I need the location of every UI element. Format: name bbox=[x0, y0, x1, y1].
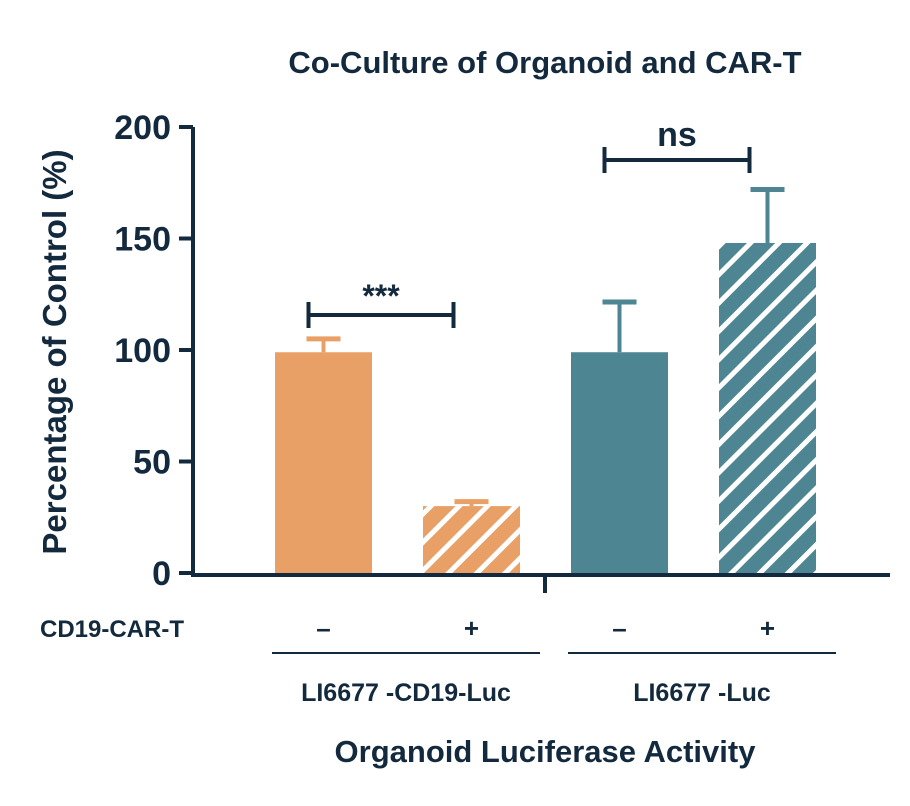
group-label: LI6677 -Luc bbox=[633, 679, 771, 707]
chart-title: Co-Culture of Organoid and CAR-T bbox=[288, 45, 801, 80]
significance-label: *** bbox=[362, 278, 400, 314]
row-label: CD19-CAR-T bbox=[40, 616, 184, 643]
y-tick-label: 0 bbox=[152, 555, 171, 593]
bar bbox=[423, 506, 520, 573]
x-tick-label: + bbox=[760, 613, 775, 643]
x-tick-label: – bbox=[612, 613, 626, 643]
y-axis-label: Percentage of Control (%) bbox=[36, 149, 73, 554]
x-tick-label: – bbox=[316, 613, 330, 643]
y-tick-label: 200 bbox=[114, 109, 171, 147]
y-tick-label: 50 bbox=[133, 444, 171, 482]
x-axis-label: Organoid Luciferase Activity bbox=[335, 734, 757, 769]
y-tick-label: 150 bbox=[114, 221, 171, 259]
significance-label: ns bbox=[657, 116, 697, 154]
x-tick-label: + bbox=[464, 613, 479, 643]
y-tick-label: 100 bbox=[114, 332, 171, 370]
bar bbox=[571, 352, 668, 573]
bar bbox=[275, 352, 372, 573]
bar bbox=[719, 242, 816, 573]
group-label: LI6677 -CD19-Luc bbox=[301, 679, 511, 707]
